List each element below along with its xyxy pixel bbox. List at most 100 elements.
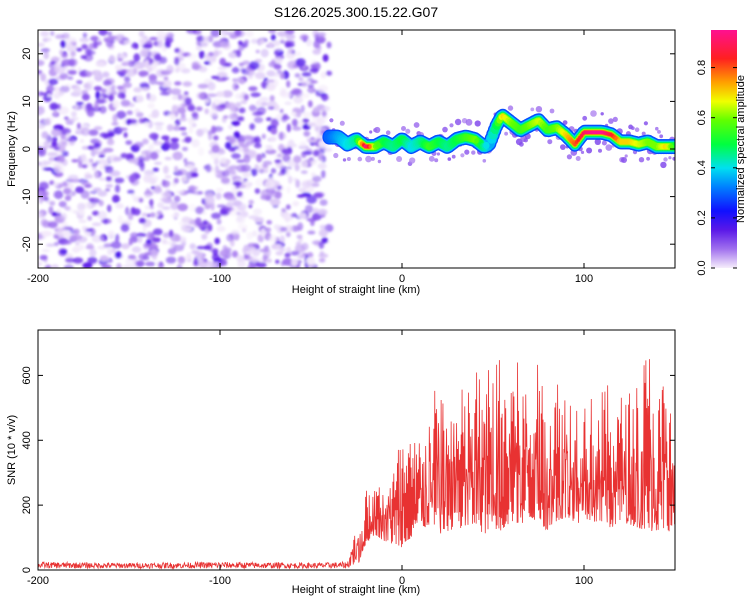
noise-blob <box>154 185 162 192</box>
noise-blob <box>50 30 55 36</box>
ridge-halo <box>600 112 604 116</box>
ridge-halo <box>464 149 470 155</box>
noise-blob <box>181 146 189 152</box>
noise-blob <box>43 196 50 202</box>
noise-blob <box>242 135 254 141</box>
noise-blob <box>284 252 291 258</box>
noise-blob <box>282 258 293 266</box>
ridge-halo <box>377 159 382 164</box>
noise-blob <box>115 65 123 71</box>
noise-blob <box>285 33 296 40</box>
noise-blob <box>53 110 58 116</box>
noise-blob <box>53 235 59 239</box>
noise-blob <box>173 126 181 131</box>
noise-blob <box>157 202 165 209</box>
ridge-halo <box>405 128 411 134</box>
noise-blob <box>185 171 195 179</box>
noise-blob <box>285 204 291 210</box>
noise-blob <box>105 40 114 48</box>
noise-blob <box>149 132 159 140</box>
noise-blob <box>87 215 93 221</box>
noise-blob <box>276 30 288 37</box>
noise-blob <box>97 190 108 197</box>
ridge-halo <box>451 154 456 159</box>
noise-blob <box>93 102 99 110</box>
noise-blob <box>79 139 85 143</box>
noise-blob <box>93 126 103 131</box>
noise-blob <box>291 258 299 266</box>
noise-blob <box>238 141 245 147</box>
ridge-cell <box>368 144 372 149</box>
ridge-halo <box>369 130 373 134</box>
noise-blob <box>214 165 220 174</box>
noise-blob <box>107 230 115 239</box>
noise-blob <box>302 118 310 123</box>
noise-blob <box>195 45 202 51</box>
ridge-halo <box>660 161 667 169</box>
noise-blob <box>55 34 65 40</box>
noise-blob <box>152 237 161 243</box>
ridge-halo <box>396 156 403 162</box>
ridge-halo <box>519 141 524 147</box>
noise-blob <box>301 71 312 77</box>
ridge-halo <box>329 118 334 123</box>
ridge-halo <box>409 157 416 164</box>
noise-blob <box>90 148 96 157</box>
noise-blob <box>47 221 58 229</box>
noise-blob <box>46 84 55 93</box>
noise-blob <box>280 91 291 98</box>
noise-blob <box>128 159 137 164</box>
noise-blob <box>319 224 327 230</box>
noise-blob <box>248 61 260 70</box>
ridge-halo <box>436 152 440 156</box>
noise-blob <box>155 125 163 131</box>
noise-blob <box>210 30 221 38</box>
snr-y-tick-label: 0 <box>21 567 33 573</box>
noise-blob <box>294 51 302 57</box>
noise-blob <box>279 108 284 114</box>
noise-blob <box>188 203 196 213</box>
ridge-halo <box>449 123 454 128</box>
noise-blob <box>178 221 185 226</box>
noise-blob <box>248 246 257 252</box>
noise-blob <box>196 92 205 100</box>
noise-blob <box>76 122 81 130</box>
noise-blob <box>51 128 61 137</box>
noise-blob <box>319 199 328 206</box>
snr-x-tick-label: -200 <box>27 575 49 587</box>
noise-blob <box>198 50 205 59</box>
noise-blob <box>216 71 228 78</box>
noise-blob <box>146 213 151 218</box>
colorbar-gradient <box>711 30 737 268</box>
noise-blob <box>61 53 69 59</box>
noise-blob <box>177 203 189 212</box>
ridge-halo <box>598 148 602 153</box>
noise-blob <box>93 142 102 148</box>
noise-blob <box>245 250 254 255</box>
ridge-halo <box>413 122 420 128</box>
noise-blob <box>121 243 130 250</box>
noise-blob <box>111 248 117 253</box>
noise-blob <box>175 190 185 194</box>
noise-blob <box>142 138 149 145</box>
noise-blob <box>79 37 90 43</box>
noise-blob <box>163 76 169 81</box>
ridge-halo <box>447 157 452 161</box>
noise-blob <box>307 122 317 127</box>
noise-blob <box>290 111 297 116</box>
noise-blob <box>151 186 156 190</box>
noise-blob <box>309 67 319 73</box>
noise-blob <box>144 193 152 199</box>
noise-blob <box>271 73 283 77</box>
noise-blob <box>231 120 241 126</box>
noise-blob <box>164 139 170 148</box>
noise-blob <box>43 51 50 60</box>
noise-blob <box>83 82 90 89</box>
noise-blob <box>279 248 286 252</box>
noise-blob <box>254 188 261 194</box>
noise-blob <box>279 235 285 244</box>
noise-blob <box>270 118 279 128</box>
noise-blob <box>133 87 142 93</box>
noise-blob <box>207 81 216 91</box>
noise-blob <box>177 256 186 264</box>
